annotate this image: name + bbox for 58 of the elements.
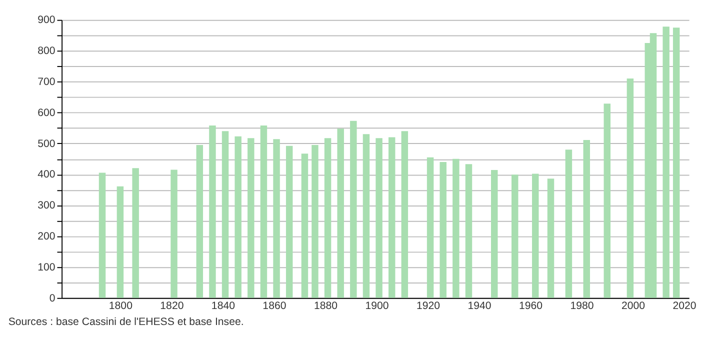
bar	[547, 178, 554, 298]
bar	[583, 140, 590, 298]
bar	[248, 138, 254, 298]
y-tick-label: 0	[49, 292, 56, 304]
bar	[532, 174, 539, 298]
bar	[301, 154, 308, 298]
y-tick-label: 600	[38, 106, 56, 119]
bar	[626, 78, 634, 298]
bar	[350, 120, 357, 298]
y-tick-label: 800	[38, 45, 56, 58]
bar	[234, 136, 242, 298]
x-tick-label: 2000	[621, 300, 646, 312]
y-tick-label: 300	[38, 200, 56, 212]
bar	[362, 134, 370, 298]
x-tick-label: 1860	[262, 300, 286, 312]
y-tick-label: 900	[38, 14, 56, 26]
bar	[604, 104, 611, 298]
bar	[273, 139, 280, 298]
bar	[376, 138, 382, 298]
bar	[337, 128, 344, 298]
source-note: Sources : base Cassini de l'EHESS et base Insee.	[8, 316, 244, 328]
bar	[132, 168, 139, 298]
x-tick-label: 1960	[518, 300, 543, 312]
bar	[312, 144, 318, 298]
bar	[565, 150, 572, 298]
bar	[452, 158, 460, 298]
bar	[116, 186, 124, 298]
bar	[388, 137, 396, 298]
x-tick-label: 1900	[365, 300, 389, 312]
x-tick-label: 1820	[160, 300, 184, 312]
bar	[440, 162, 446, 298]
bar	[672, 28, 680, 298]
bar	[98, 172, 106, 298]
bar	[260, 126, 268, 298]
x-tick-label: 1940	[468, 300, 492, 312]
x-tick-label: 1840	[211, 300, 236, 312]
y-tick-label: 700	[38, 76, 56, 88]
x-tick-label: 1880	[314, 300, 338, 312]
bar	[512, 174, 518, 298]
bar	[324, 138, 332, 298]
bar	[222, 131, 229, 298]
y-tick-label: 400	[38, 168, 56, 181]
bar	[401, 131, 408, 298]
bar	[170, 170, 178, 298]
x-tick-label: 1980	[570, 300, 594, 312]
y-tick-label: 500	[38, 138, 56, 150]
bar	[209, 126, 216, 298]
bar	[196, 144, 204, 298]
y-tick-label: 200	[38, 230, 56, 242]
bar	[465, 164, 472, 298]
x-tick-label: 2020	[672, 300, 696, 312]
bar	[662, 26, 670, 298]
bar	[491, 170, 498, 298]
bar	[426, 157, 434, 298]
y-tick-label: 100	[38, 261, 56, 274]
x-tick-label: 1800	[108, 300, 133, 312]
x-tick-label: 1920	[416, 300, 440, 312]
bar	[286, 146, 293, 298]
